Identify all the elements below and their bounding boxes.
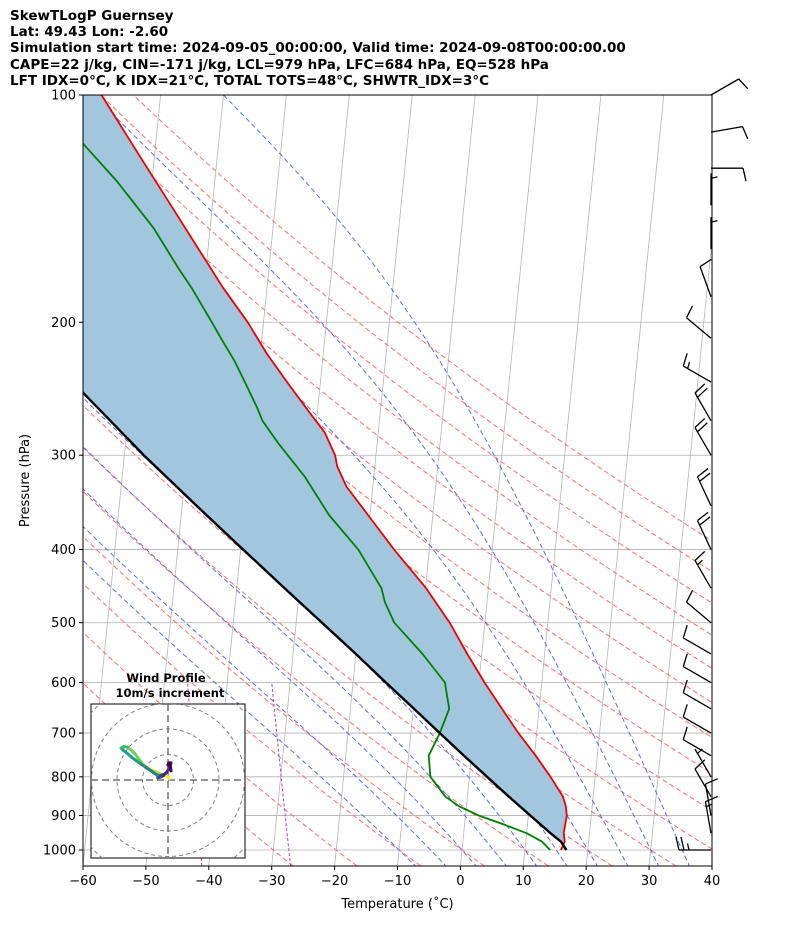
wind-barb <box>696 468 712 507</box>
y-tick-label: 400 <box>51 543 76 558</box>
dry-adiabat <box>83 631 358 866</box>
wind-barb <box>710 78 749 96</box>
moist-adiabat <box>83 488 477 866</box>
wind-barb <box>711 167 747 182</box>
wind-barb <box>694 759 712 798</box>
parcel-profile <box>83 390 568 851</box>
wind-barb <box>682 726 712 757</box>
location-coordinates: Lat: 49.43 Lon: -2.60 <box>10 24 169 40</box>
stability-indices-2: LFT IDX=0°C, K IDX=21°C, TOTAL TOTS=48°C… <box>10 73 490 89</box>
wind-barb <box>685 589 712 624</box>
mixing-ratio-line <box>271 682 292 866</box>
dry-adiabat <box>83 582 421 866</box>
chart-title: SkewTLogP Guernsey <box>10 8 174 24</box>
wind-barb <box>710 125 749 140</box>
x-tick-label: −60 <box>69 874 96 889</box>
dry-adiabat <box>83 109 712 604</box>
wind-barb <box>675 836 711 851</box>
y-tick-label: 100 <box>51 89 76 104</box>
dry-adiabat <box>83 535 485 866</box>
x-tick-label: −20 <box>321 874 348 889</box>
wind-barb <box>694 417 712 456</box>
dry-adiabat <box>83 142 712 636</box>
x-tick-label: −30 <box>258 874 285 889</box>
x-tick-label: 0 <box>456 874 464 889</box>
wind-barb <box>694 550 712 589</box>
moist-adiabat <box>83 187 629 866</box>
moist-adiabat <box>223 95 690 866</box>
y-tick-label: 500 <box>51 616 76 631</box>
stability-indices-1: CAPE=22 j/kg, CIN=-171 j/kg, LCL=979 hPa… <box>10 57 549 73</box>
isotherm-line <box>711 862 712 866</box>
wind-barb <box>682 704 712 734</box>
y-tick-label: 800 <box>51 770 76 785</box>
y-tick-label: 900 <box>51 809 76 824</box>
x-tick-label: 30 <box>641 874 658 889</box>
isotherm-line <box>585 95 665 866</box>
dry-adiabat <box>83 490 549 866</box>
y-tick-label: 300 <box>51 449 76 464</box>
simulation-times: Simulation start time: 2024-09-05_00:00:… <box>10 40 626 56</box>
x-tick-label: −40 <box>195 874 222 889</box>
wind-barb <box>699 258 712 297</box>
dewpoint-profile <box>83 142 551 851</box>
wind-barb <box>685 305 712 339</box>
moist-adiabat <box>93 95 660 866</box>
hodograph-trace-segment <box>168 764 173 773</box>
hodograph-title: Wind Profile <box>126 671 206 685</box>
x-tick-label: −10 <box>384 874 411 889</box>
y-tick-label: 200 <box>51 316 76 331</box>
wind-barb <box>682 653 712 684</box>
cape-cin-area <box>83 95 567 850</box>
wind-barb <box>710 217 718 250</box>
moist-adiabat <box>83 525 447 866</box>
wind-barb <box>710 173 718 206</box>
x-tick-label: 40 <box>704 874 721 889</box>
x-tick-label: −50 <box>132 874 159 889</box>
dry-adiabat <box>100 95 712 573</box>
isotherm-line <box>648 237 712 866</box>
wind-barb <box>694 383 712 422</box>
y-tick-label: 600 <box>51 676 76 691</box>
y-axis-label: Pressure (hPa) <box>18 434 33 527</box>
wind-barb <box>682 679 712 710</box>
isotherm-line <box>334 95 413 866</box>
y-tick-label: 700 <box>51 727 76 742</box>
temperature-profile <box>100 95 568 851</box>
x-tick-label: 20 <box>578 874 595 889</box>
x-tick-label: 10 <box>515 874 532 889</box>
x-axis-label: Temperature (˚C) <box>340 896 453 912</box>
isotherm-line <box>522 95 602 866</box>
y-tick-label: 1000 <box>43 844 76 859</box>
wind-barb <box>682 625 712 655</box>
wind-barb <box>682 353 712 383</box>
wind-barb <box>696 511 712 550</box>
hodograph-subtitle: 10m/s increment <box>116 686 225 700</box>
